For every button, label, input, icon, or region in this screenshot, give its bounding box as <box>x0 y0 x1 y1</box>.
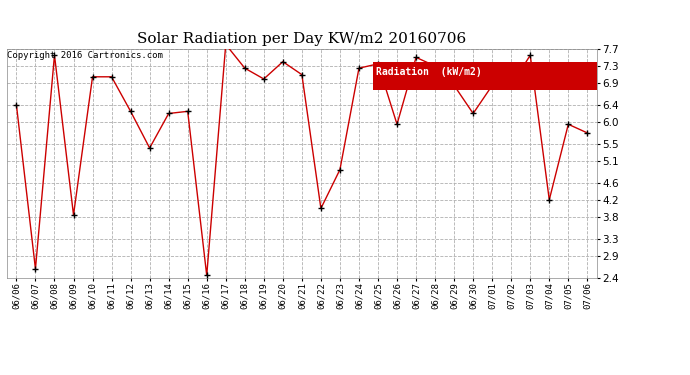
Text: Radiation  (kW/m2): Radiation (kW/m2) <box>376 67 482 77</box>
Title: Solar Radiation per Day KW/m2 20160706: Solar Radiation per Day KW/m2 20160706 <box>137 32 466 46</box>
Text: Copyright 2016 Cartronics.com: Copyright 2016 Cartronics.com <box>7 51 163 60</box>
